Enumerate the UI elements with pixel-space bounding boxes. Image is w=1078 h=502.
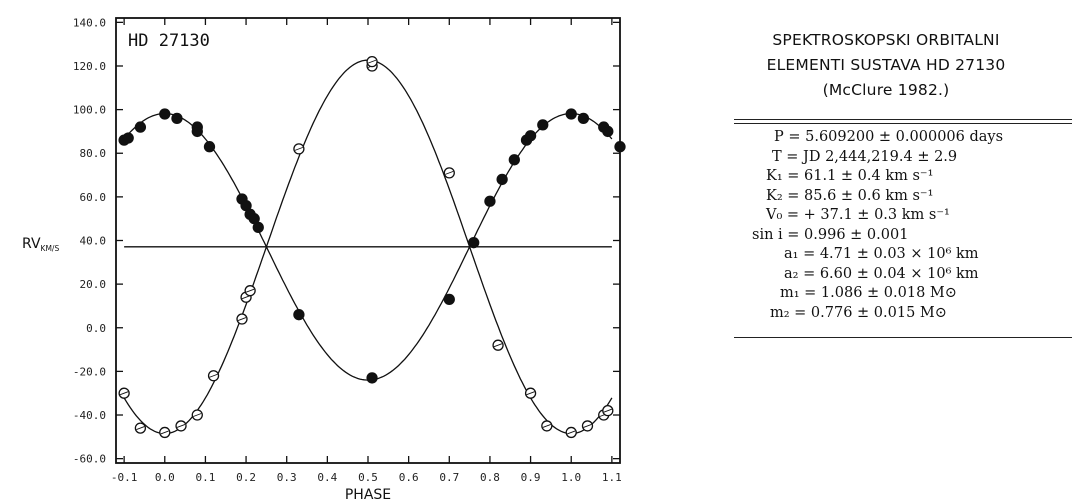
primary-rv-point bbox=[171, 112, 183, 124]
primary-rv-point bbox=[508, 154, 520, 166]
primary-rv-point bbox=[524, 130, 537, 142]
ticks-layer: -0.1 0.0 0.1 0.2 0.3 0.4 0.5 0.6 0.7 0.8 0.9 1.0 1.1… bbox=[73, 16, 622, 484]
elements-bottom-rule bbox=[734, 337, 1072, 338]
secondary-rv-point-stroke bbox=[241, 295, 251, 300]
x-tick-label: 0.3 bbox=[277, 471, 297, 484]
x-tick-label: -0.1 bbox=[111, 471, 138, 484]
element-v0: V₀ = + 37.1 ± 0.3 km s⁻¹ bbox=[766, 207, 950, 223]
y-axis-title-main: RV bbox=[22, 236, 41, 252]
rv-chart-svg: -0.1 0.0 0.1 0.2 0.3 0.4 0.5 0.6 0.7 0.8 0.9 1.0 1.1… bbox=[22, 16, 626, 502]
secondary-rv-point-stroke bbox=[176, 423, 186, 428]
points-layer bbox=[118, 55, 626, 439]
y-tick-label: 60.0 bbox=[80, 191, 107, 204]
y-tick-label: 20.0 bbox=[80, 278, 107, 291]
y-tick-label: 0.0 bbox=[86, 322, 106, 335]
primary-rv-point bbox=[159, 108, 171, 120]
x-tick-label: 0.9 bbox=[521, 471, 541, 484]
secondary-rv-point-stroke bbox=[119, 391, 129, 396]
x-axis-title: PHASE bbox=[345, 487, 391, 502]
x-tick-label: 0.8 bbox=[480, 471, 500, 484]
primary-rv-point bbox=[443, 293, 455, 306]
y-axis-title: RVKM/S bbox=[22, 236, 59, 253]
element-k1: K₁ = 61.1 ± 0.4 km s⁻¹ bbox=[766, 168, 934, 184]
secondary-rv-point-stroke bbox=[193, 413, 202, 417]
secondary-rv-point-stroke bbox=[367, 59, 377, 64]
rv-curve-chart: -0.1 0.0 0.1 0.2 0.3 0.4 0.5 0.6 0.7 0.8 0.9 1.0 1.1… bbox=[22, 16, 626, 502]
x-tick-label: 0.2 bbox=[236, 471, 256, 484]
secondary-rv-point-stroke bbox=[136, 426, 145, 431]
y-tick-label: 80.0 bbox=[80, 147, 107, 160]
elements-heading-line-1: SPEKTROSKOPSKI ORBITALNI bbox=[772, 31, 1000, 49]
x-tick-label: 0.7 bbox=[439, 471, 459, 484]
primary-rv-point bbox=[496, 173, 508, 186]
secondary-rv-point-stroke bbox=[445, 170, 454, 175]
element-sin-i: sin i = 0.996 ± 0.001 bbox=[752, 226, 909, 243]
y-tick-label: 100.0 bbox=[73, 104, 106, 117]
secondary-rv-point-stroke bbox=[493, 343, 503, 348]
element-k2: K₂ = 85.6 ± 0.6 km s⁻¹ bbox=[766, 187, 934, 204]
element-period: P = 5.609200 ± 0.000006 days bbox=[774, 129, 1004, 145]
y-tick-label: -40.0 bbox=[73, 409, 106, 422]
y-tick-label: 40.0 bbox=[80, 235, 107, 248]
x-tick-label: 1.1 bbox=[602, 471, 622, 484]
primary-rv-point bbox=[191, 125, 203, 138]
element-m1: m₁ = 1.086 ± 0.018 M⊙ bbox=[780, 285, 957, 301]
secondary-rv-point-stroke bbox=[294, 146, 304, 151]
primary-rv-point bbox=[293, 309, 305, 321]
primary-rv-point bbox=[484, 195, 496, 207]
element-m2: m₂ = 0.776 ± 0.015 M⊙ bbox=[770, 304, 947, 321]
secondary-rv-point-stroke bbox=[583, 423, 592, 428]
secondary-rv-point-stroke bbox=[160, 430, 169, 435]
element-a1: a₁ = 4.71 ± 0.03 × 10⁶ km bbox=[784, 246, 979, 262]
y-tick-label: 120.0 bbox=[73, 60, 106, 73]
x-tick-label: 0.1 bbox=[195, 471, 215, 484]
primary-rv-point bbox=[537, 119, 549, 131]
x-tick-label: 0.6 bbox=[399, 471, 419, 484]
primary-rv-point bbox=[577, 112, 590, 124]
elements-heading-line-3: (McClure 1982.) bbox=[822, 81, 950, 99]
orbital-elements-panel: SPEKTROSKOPSKI ORBITALNI ELEMENTI SUSTAV… bbox=[700, 28, 1072, 438]
plot-frame bbox=[115, 17, 621, 464]
elements-list: P = 5.609200 ± 0.000006 days T = JD 2,44… bbox=[700, 128, 1072, 323]
elements-top-rule bbox=[734, 119, 1072, 124]
secondary-rv-point-stroke bbox=[245, 288, 255, 293]
x-tick-label: 0.4 bbox=[317, 471, 337, 484]
secondary-rv-point-stroke bbox=[542, 423, 551, 428]
primary-rv-point bbox=[468, 237, 480, 249]
primary-rv-point bbox=[602, 125, 614, 138]
primary-rv-point bbox=[252, 221, 264, 234]
element-a2: a₂ = 6.60 ± 0.04 × 10⁶ km bbox=[784, 265, 979, 282]
x-tick-label: 0.0 bbox=[155, 471, 175, 484]
primary-rv-point bbox=[122, 132, 134, 144]
primary-rv-point bbox=[614, 141, 626, 153]
primary-rv-point bbox=[203, 141, 216, 153]
element-epoch: T = JD 2,444,219.4 ± 2.9 bbox=[772, 148, 958, 165]
x-tick-label: 1.0 bbox=[561, 471, 581, 484]
primary-rv-point bbox=[565, 108, 577, 120]
y-axis-title-unit: KM/S bbox=[41, 244, 60, 253]
secondary-rv-point-stroke bbox=[567, 430, 576, 435]
y-tick-label: -20.0 bbox=[73, 365, 106, 378]
y-tick-label: 140.0 bbox=[73, 16, 106, 29]
x-tick-label: 0.5 bbox=[358, 471, 378, 484]
primary-rv-point bbox=[134, 121, 147, 133]
secondary-rv-point-stroke bbox=[526, 391, 535, 396]
secondary-rv-point-stroke bbox=[209, 373, 218, 378]
y-tick-label: -60.0 bbox=[73, 453, 106, 466]
elements-heading-line-2: ELEMENTI SUSTAVA HD 27130 bbox=[766, 56, 1006, 74]
chart-title: HD 27130 bbox=[128, 31, 210, 51]
secondary-rv-point-stroke bbox=[237, 317, 247, 321]
secondary-rv-point-stroke bbox=[603, 408, 612, 413]
primary-rv-point bbox=[366, 372, 378, 384]
